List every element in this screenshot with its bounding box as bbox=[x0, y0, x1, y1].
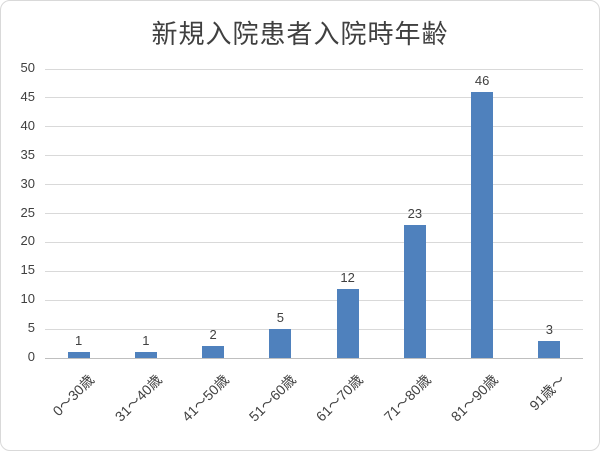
y-gridline bbox=[45, 155, 583, 157]
x-tick-label: 41～50歳 bbox=[178, 371, 232, 425]
x-tick-label: 51～60歳 bbox=[245, 371, 300, 425]
y-tick-label: 15 bbox=[20, 262, 35, 278]
y-tick-label: 10 bbox=[20, 291, 35, 307]
y-gridline bbox=[45, 270, 583, 272]
y-gridline bbox=[45, 68, 583, 70]
x-tick-label: 91歳～ bbox=[525, 371, 569, 414]
y-tick-label: 20 bbox=[20, 233, 35, 249]
data-label: 23 bbox=[407, 206, 423, 222]
x-tick-label: 71～80歳 bbox=[380, 371, 434, 425]
x-tick-label: 31～40歳 bbox=[111, 371, 165, 425]
data-label: 46 bbox=[474, 73, 490, 89]
bar bbox=[134, 352, 157, 358]
plot-area: 1 1 2 5 12 23 46 3 bbox=[45, 68, 583, 359]
y-tick-label: 45 bbox=[20, 88, 35, 104]
bar bbox=[336, 288, 359, 358]
y-gridline bbox=[45, 184, 583, 186]
y-tick-label: 0 bbox=[27, 349, 35, 364]
y-tick-label: 25 bbox=[20, 204, 35, 220]
y-tick-label: 40 bbox=[20, 117, 35, 133]
bar bbox=[67, 352, 90, 358]
y-gridline bbox=[45, 299, 583, 301]
data-label: 3 bbox=[545, 321, 553, 337]
x-tick-label: 0～30歳 bbox=[49, 371, 98, 420]
y-tick-label: 50 bbox=[20, 60, 35, 75]
bar bbox=[538, 340, 561, 358]
data-label: 12 bbox=[340, 269, 355, 285]
bar bbox=[269, 329, 292, 358]
y-tick-label: 5 bbox=[27, 320, 35, 336]
data-label: 2 bbox=[209, 327, 217, 343]
y-gridline bbox=[45, 97, 583, 99]
data-label: 5 bbox=[276, 310, 284, 326]
bar bbox=[403, 225, 426, 358]
bar bbox=[202, 346, 225, 358]
y-tick-label: 30 bbox=[20, 175, 35, 191]
y-gridline bbox=[45, 328, 583, 330]
bar bbox=[471, 92, 494, 358]
x-axis-line bbox=[45, 357, 583, 359]
y-gridline bbox=[45, 126, 583, 128]
chart-title: 新規入院患者入院時年齢 bbox=[151, 19, 449, 49]
data-label: 1 bbox=[142, 333, 150, 349]
y-gridline bbox=[45, 213, 583, 214]
y-tick-label: 35 bbox=[20, 146, 35, 162]
x-tick-label: 61～70歳 bbox=[313, 371, 367, 425]
y-gridline bbox=[45, 241, 583, 243]
x-tick-label: 81～90歳 bbox=[447, 371, 501, 425]
data-label: 1 bbox=[75, 333, 83, 349]
